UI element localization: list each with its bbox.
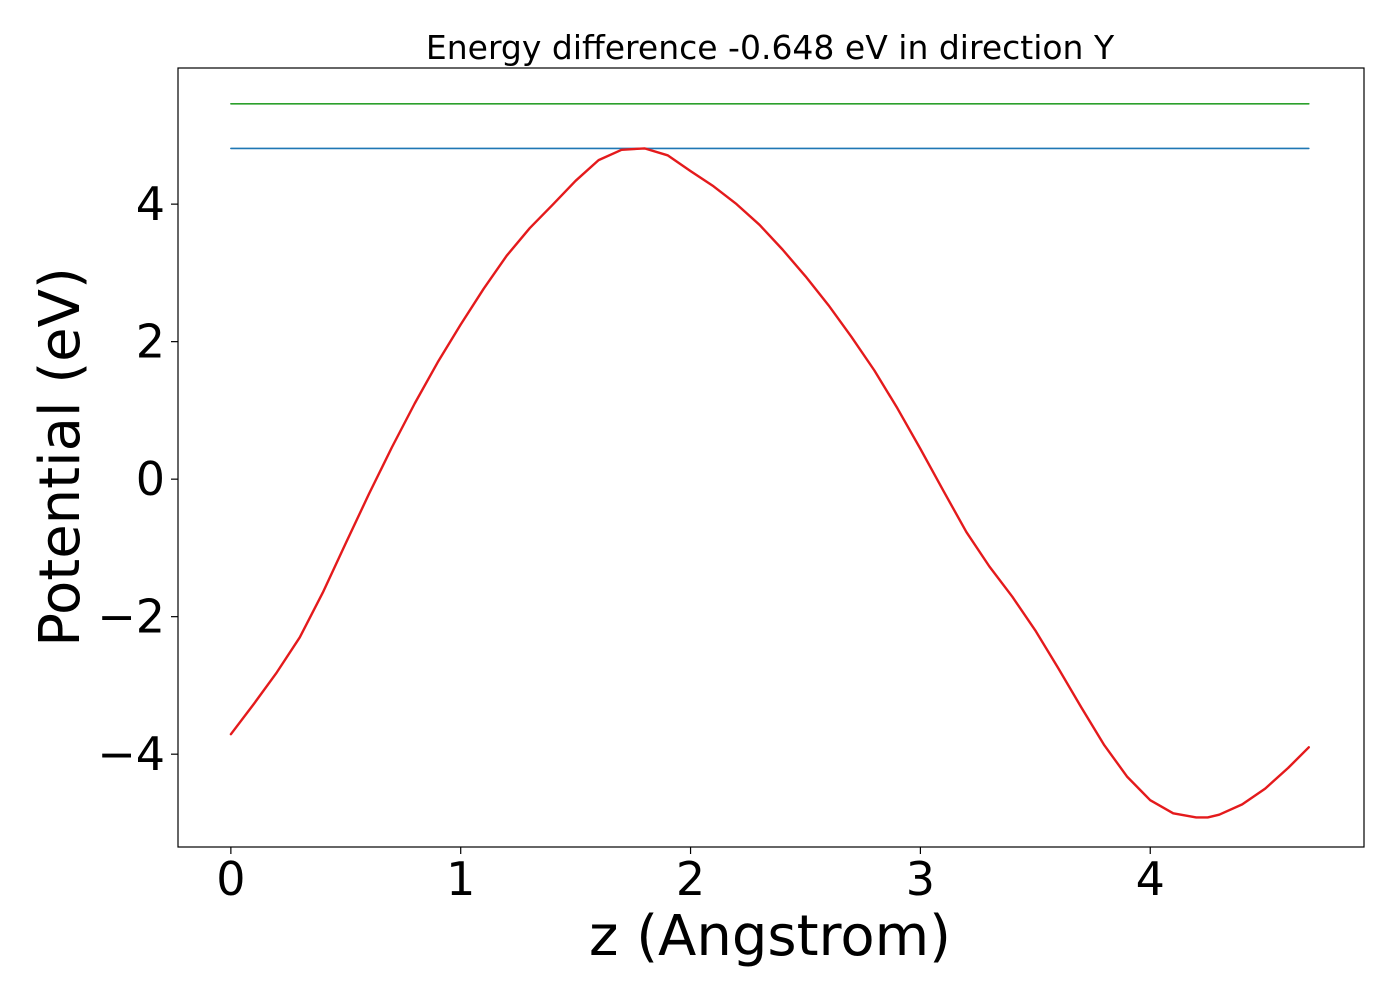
y-tick-label: 2 [136, 315, 165, 369]
y-tick-label: 4 [136, 177, 165, 231]
y-tick-label: −4 [97, 727, 165, 781]
y-tick-label: 0 [136, 452, 165, 506]
x-tick-label: 2 [676, 852, 705, 906]
plot-frame [177, 67, 1365, 848]
x-tick-label: 0 [216, 852, 245, 906]
y-tick-label: −2 [97, 590, 165, 644]
x-tick-label: 4 [1136, 852, 1165, 906]
x-axis-label: z (Angstrom) [589, 904, 951, 969]
x-tick-label: 3 [906, 852, 935, 906]
chart-title: Energy difference -0.648 eV in direction… [426, 28, 1115, 67]
series-layer [229, 103, 1310, 819]
y-axis: −4 −2 0 2 4 [97, 177, 178, 781]
x-tick-label: 1 [446, 852, 475, 906]
x-axis: 0 1 2 3 4 [216, 847, 1165, 906]
series-line-3 [229, 147, 1310, 819]
y-axis-label: Potential (eV) [28, 267, 93, 647]
